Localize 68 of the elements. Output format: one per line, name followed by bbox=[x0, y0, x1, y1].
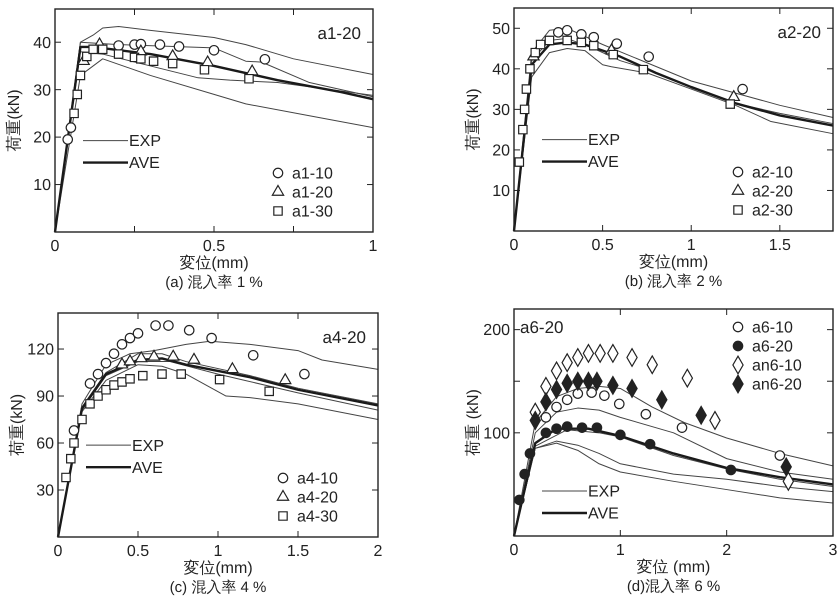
x-tick-label: 1.5 bbox=[286, 543, 310, 560]
y-tick-label: 20 bbox=[492, 142, 510, 160]
text: (b) 混入率 2 % bbox=[624, 273, 722, 290]
y-tick-label: 90 bbox=[36, 388, 54, 406]
y-tick-label: 30 bbox=[492, 102, 510, 119]
legend-label: a1-30 bbox=[292, 204, 334, 221]
x-tick-label: 1 bbox=[686, 237, 696, 254]
y-tick-label: 200 bbox=[483, 322, 510, 340]
x-tick-label: 1 bbox=[368, 238, 378, 255]
annotation: a6-20 bbox=[520, 318, 564, 337]
annotation: a1-20 bbox=[318, 24, 361, 43]
x-tick-label: 0 bbox=[510, 542, 519, 559]
x-axis-title: 変位 (mm) bbox=[636, 558, 710, 576]
y-axis-title: 荷重(kN) bbox=[5, 89, 23, 152]
legend-label: an6-20 bbox=[752, 376, 802, 394]
text: (c) 混入率 4 % bbox=[170, 579, 266, 596]
legend-label: EXP bbox=[588, 132, 620, 150]
legend-label: a2-20 bbox=[752, 184, 794, 201]
legend-label: a4-20 bbox=[297, 490, 338, 507]
y-axis-title: 荷重(kN) bbox=[464, 88, 482, 151]
legend-label: a1-10 bbox=[292, 166, 334, 183]
y-tick-label: 10 bbox=[492, 183, 510, 200]
y-tick-label: 30 bbox=[36, 482, 54, 500]
y-tick-label: 40 bbox=[492, 61, 510, 78]
y-tick-label: 20 bbox=[33, 130, 52, 147]
annotation: a4-20 bbox=[322, 328, 366, 347]
x-axis-title: 変位(mm) bbox=[638, 253, 708, 271]
legend-label: a4-30 bbox=[297, 508, 338, 526]
x-axis-title: 変位(mm) bbox=[179, 254, 249, 272]
legend-label: AVE bbox=[132, 460, 163, 477]
x-tick-label: 0 bbox=[510, 237, 519, 254]
y-tick-label: 60 bbox=[36, 436, 54, 453]
x-tick-label: 1 bbox=[214, 543, 223, 560]
y-tick-label: 120 bbox=[27, 342, 54, 359]
annotation: a2-20 bbox=[778, 23, 821, 42]
legend-label: AVE bbox=[588, 506, 619, 523]
x-tick-label: 0.5 bbox=[591, 237, 614, 254]
x-tick-label: 2 bbox=[374, 543, 383, 560]
y-tick-label: 30 bbox=[33, 82, 52, 100]
x-tick-label: 0.5 bbox=[126, 543, 150, 560]
legend-label: a2-30 bbox=[752, 202, 794, 220]
y-axis-title: 荷重(kN) bbox=[8, 394, 26, 456]
y-tick-label: 50 bbox=[492, 20, 510, 38]
legend-label: AVE bbox=[588, 154, 619, 172]
legend-label: EXP bbox=[588, 484, 620, 501]
legend-label: a4-10 bbox=[297, 470, 338, 488]
x-tick-label: 0 bbox=[54, 543, 63, 560]
legend-label: a6-10 bbox=[752, 320, 794, 337]
x-tick-label: 1.5 bbox=[768, 237, 792, 254]
x-tick-label: 3 bbox=[828, 542, 837, 559]
x-axis-title: 変位(mm) bbox=[183, 559, 253, 577]
legend-label: EXP bbox=[132, 438, 164, 455]
legend-label: EXP bbox=[129, 133, 162, 150]
text: (a) 混入率 1 % bbox=[165, 274, 263, 291]
legend-label: an6-10 bbox=[752, 358, 802, 375]
legend-label: a1-20 bbox=[292, 184, 334, 202]
text: (d)混入率 6 % bbox=[626, 578, 720, 595]
x-tick-label: 0.5 bbox=[202, 238, 226, 255]
x-tick-label: 1 bbox=[616, 542, 625, 559]
x-tick-label: 2 bbox=[722, 542, 732, 559]
y-tick-label: 100 bbox=[483, 425, 510, 442]
x-tick-label: 0 bbox=[50, 238, 60, 255]
legend-label: AVE bbox=[129, 155, 160, 172]
legend-label: a2-10 bbox=[752, 164, 794, 182]
y-tick-label: 40 bbox=[33, 34, 52, 52]
legend-label: a6-20 bbox=[752, 338, 794, 356]
y-axis-title: 荷重 (kN) bbox=[464, 389, 482, 456]
y-tick-label: 10 bbox=[33, 177, 52, 194]
